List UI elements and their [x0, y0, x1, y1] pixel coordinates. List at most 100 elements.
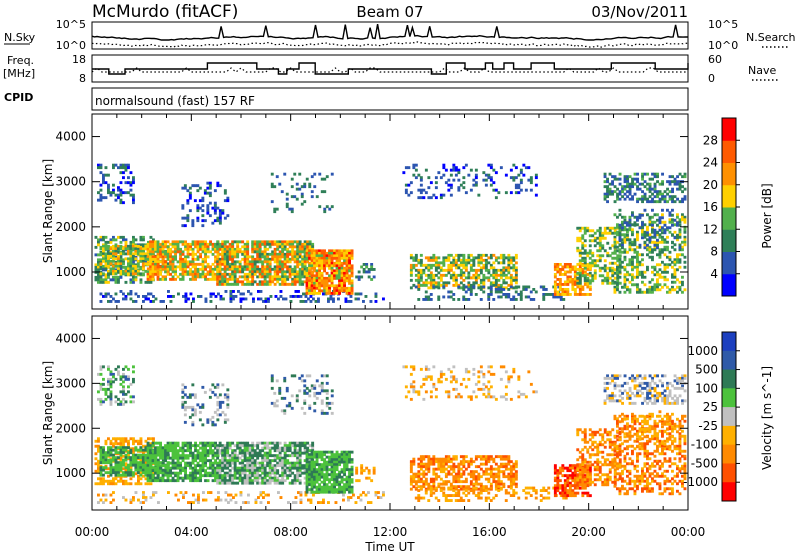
- colorbar-swatch: [722, 273, 736, 297]
- heatmap-cell: [209, 444, 212, 448]
- heatmap-cell: [169, 456, 172, 460]
- heatmap-cell: [310, 256, 314, 260]
- heatmap-cell: [494, 273, 498, 277]
- heatmap-cell: [308, 245, 312, 249]
- heatmap-cell: [186, 464, 190, 468]
- heatmap-cell: [608, 229, 612, 233]
- heatmap-cell: [504, 273, 508, 277]
- heatmap-cell: [606, 226, 610, 230]
- heatmap-cell: [457, 285, 461, 289]
- heatmap-cell: [315, 291, 319, 295]
- heatmap-cell: [437, 263, 441, 267]
- heatmap-cell: [658, 253, 662, 257]
- heatmap-cell: [583, 256, 587, 260]
- heatmap-cell: [188, 415, 192, 419]
- heatmap-cell: [489, 266, 493, 270]
- heatmap-cell: [129, 262, 133, 266]
- heatmap-cell: [218, 400, 222, 404]
- heatmap-cell: [186, 201, 190, 205]
- heatmap-cell: [231, 240, 235, 244]
- heatmap-cell: [171, 479, 175, 483]
- heatmap-cell: [332, 297, 335, 301]
- heatmap-cell: [129, 382, 133, 386]
- heatmap-cell: [219, 498, 223, 502]
- heatmap-cell: [668, 213, 672, 217]
- heatmap-cell: [469, 285, 473, 289]
- heatmap-cell: [449, 183, 453, 187]
- heatmap-cell: [586, 293, 590, 296]
- heatmap-cell: [181, 260, 185, 264]
- heatmap-cell: [296, 262, 300, 266]
- heatmap-cell: [109, 482, 113, 486]
- heatmap-cell: [333, 289, 336, 293]
- heatmap-cell: [263, 255, 267, 259]
- heatmap-cell: [623, 221, 627, 225]
- heatmap-cell: [676, 175, 679, 179]
- heatmap-cell: [310, 271, 314, 275]
- heatmap-cell: [117, 259, 120, 263]
- heatmap-cell: [335, 249, 339, 253]
- heatmap-cell: [258, 257, 262, 261]
- heatmap-cell: [156, 265, 160, 269]
- heatmap-cell: [613, 213, 617, 217]
- heatmap-cell: [179, 252, 182, 256]
- heatmap-cell: [107, 380, 110, 384]
- heatmap-cell: [509, 168, 513, 172]
- heatmap-cell: [174, 240, 177, 244]
- heatmap-cell: [99, 461, 103, 465]
- heatmap-cell: [666, 226, 669, 230]
- heatmap-cell: [156, 474, 160, 478]
- heatmap-cell: [288, 245, 292, 249]
- heatmap-cell: [484, 173, 488, 177]
- heatmap-cell: [618, 265, 622, 269]
- heatmap-cell: [233, 280, 237, 284]
- heatmap-cell: [186, 449, 190, 453]
- heatmap-cell: [345, 266, 349, 270]
- heatmap-cell: [184, 245, 187, 249]
- heatmap-cell: [320, 284, 324, 288]
- heatmap-cell: [313, 172, 317, 176]
- heatmap-cell: [472, 256, 476, 260]
- heatmap-cell: [553, 273, 557, 276]
- heatmap-cell: [156, 464, 160, 468]
- heatmap-cell: [469, 276, 473, 280]
- heatmap-cell: [261, 282, 265, 286]
- heatmap-cell: [99, 453, 103, 457]
- heatmap-cell: [246, 257, 250, 261]
- heatmap-cell: [127, 176, 130, 180]
- heatmap-cell: [364, 493, 368, 497]
- heatmap-cell: [474, 181, 478, 185]
- heatmap-cell: [194, 449, 197, 453]
- heatmap-cell: [209, 464, 212, 468]
- heatmap-cell: [429, 266, 433, 270]
- heatmap-cell: [296, 255, 300, 259]
- heatmap-cell: [566, 263, 570, 266]
- heatmap-cell: [606, 276, 610, 280]
- heatmap-cell: [601, 246, 605, 250]
- heatmap-cell: [626, 288, 629, 292]
- heatmap-cell: [261, 275, 265, 279]
- heatmap-cell: [112, 191, 115, 195]
- heatmap-cell: [134, 472, 138, 476]
- heatmap-cell: [109, 466, 113, 470]
- heatmap-cell: [429, 273, 433, 277]
- heatmap-cell: [347, 496, 350, 499]
- heatmap-cell: [104, 243, 108, 247]
- heatmap-cell: [109, 295, 113, 298]
- heatmap-cell: [211, 267, 215, 271]
- heatmap-cell: [151, 267, 155, 271]
- heatmap-cell: [357, 297, 360, 301]
- heatmap-cell: [603, 195, 607, 199]
- heatmap-cell: [449, 273, 453, 277]
- heatmap-cell: [179, 257, 182, 261]
- heatmap-cell: [107, 264, 110, 268]
- heatmap-cell: [417, 268, 421, 272]
- heatmap-cell: [527, 295, 531, 299]
- heatmap-cell: [141, 264, 145, 268]
- heatmap-cell: [122, 191, 125, 195]
- heatmap-cell: [673, 288, 677, 292]
- heatmap-cell: [201, 449, 205, 453]
- cpid-row: CPID normalsound (fast) 157 RF: [4, 87, 689, 111]
- heatmap-cell: [504, 281, 508, 285]
- heatmap-cell: [671, 190, 674, 194]
